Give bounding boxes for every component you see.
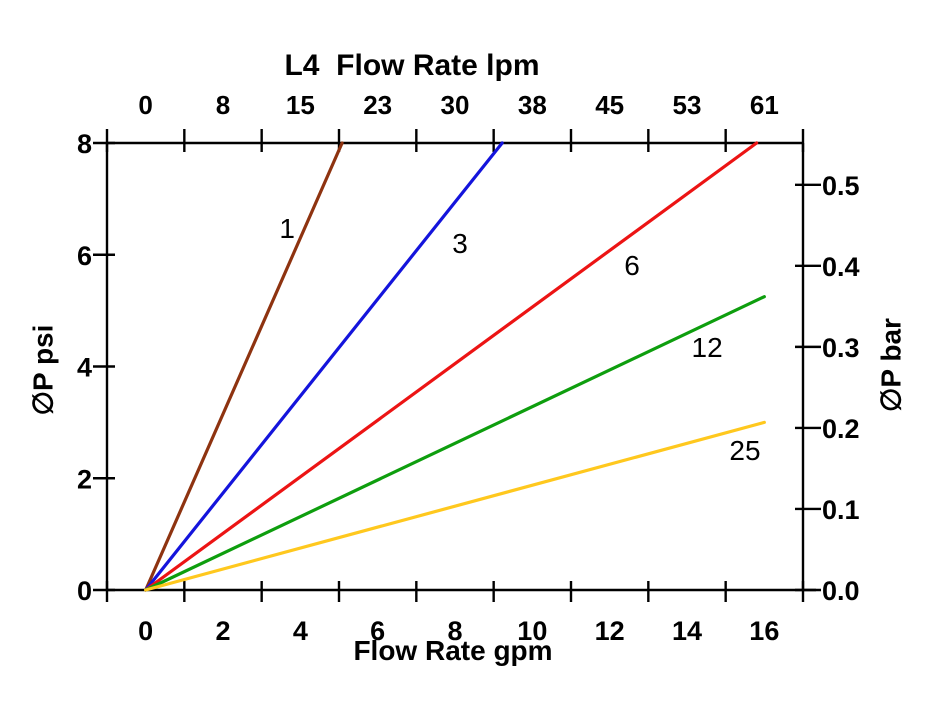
y-axis-label-left: ∅P psi — [27, 324, 59, 416]
x-tick-label-bottom: 16 — [749, 616, 779, 646]
y-tick-label-left: 4 — [77, 353, 92, 383]
x-tick-label-bottom: 12 — [595, 616, 625, 646]
x-tick-label-top: 61 — [750, 90, 779, 120]
x-tick-label-top: 0 — [138, 90, 152, 120]
y-tick-label-left: 0 — [77, 576, 92, 606]
x-tick-label-top: 8 — [216, 90, 230, 120]
series-line-25 — [144, 420, 766, 592]
y-tick-label-left: 8 — [77, 129, 92, 159]
x-tick-label-bottom: 4 — [293, 616, 308, 646]
y-tick-label-right: 0.4 — [822, 252, 860, 282]
series-line-1 — [144, 141, 344, 592]
series-label-6: 6 — [624, 250, 640, 281]
series-line-12 — [144, 295, 766, 592]
x-tick-label-top: 15 — [286, 90, 315, 120]
series-label-25: 25 — [729, 435, 760, 466]
y-tick-label-left: 2 — [77, 464, 92, 494]
y-tick-label-right: 0.0 — [822, 576, 860, 606]
y-tick-label-right: 0.5 — [822, 171, 860, 201]
x-tick-label-bottom: 14 — [672, 616, 702, 646]
x-tick-label-top: 53 — [673, 90, 702, 120]
y-tick-label-right: 0.3 — [822, 333, 860, 363]
series-label-1: 1 — [279, 213, 295, 244]
y-tick-label-right: 0.1 — [822, 495, 860, 525]
x-tick-label-bottom: 8 — [447, 616, 462, 646]
x-tick-label-top: 45 — [595, 90, 624, 120]
y-tick-label-right: 0.2 — [822, 414, 860, 444]
chart-title: L4 Flow Rate lpm — [284, 49, 540, 82]
x-tick-label-bottom: 2 — [215, 616, 230, 646]
y-axis-label-right: ∅P bar — [875, 318, 907, 412]
series-label-3: 3 — [452, 228, 468, 259]
x-tick-label-bottom: 6 — [370, 616, 385, 646]
x-tick-label-top: 23 — [363, 90, 392, 120]
y-tick-label-left: 6 — [77, 241, 92, 271]
series-line-3 — [144, 141, 504, 592]
x-tick-label-bottom: 10 — [517, 616, 547, 646]
x-tick-label-bottom: 0 — [138, 616, 153, 646]
series-line-6 — [144, 141, 759, 592]
x-tick-label-top: 38 — [518, 90, 547, 120]
x-axis-label-bottom: Flow Rate gpm — [353, 635, 553, 666]
x-tick-label-top: 30 — [441, 90, 470, 120]
series-label-12: 12 — [692, 332, 723, 363]
